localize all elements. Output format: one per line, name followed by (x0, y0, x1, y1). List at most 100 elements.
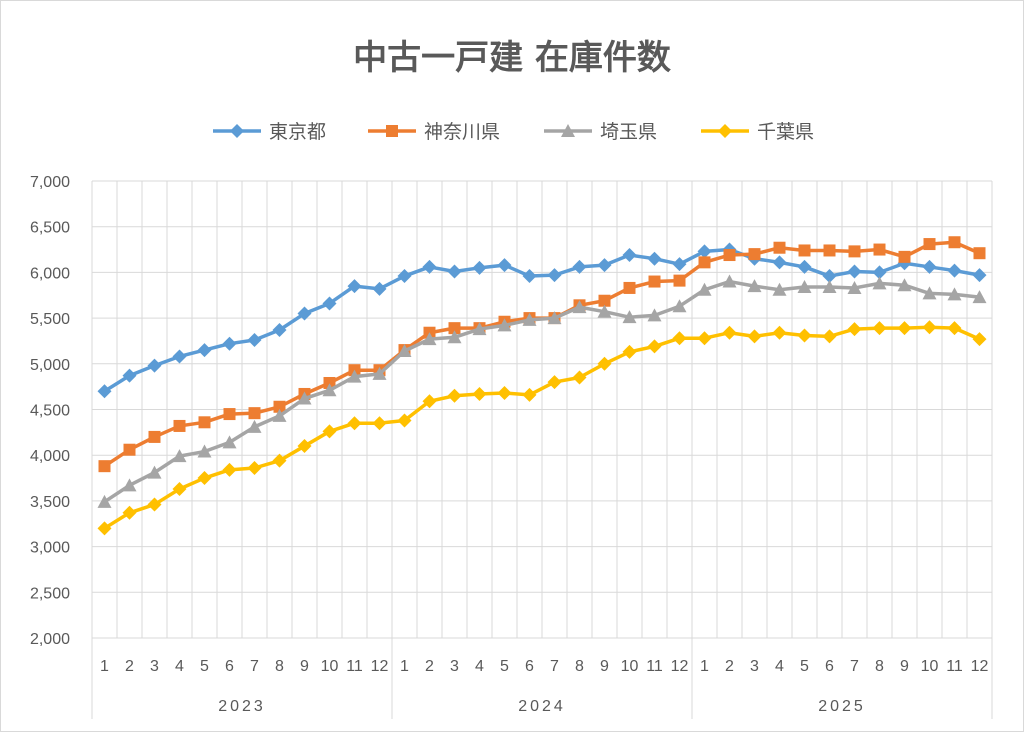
data-point (872, 321, 887, 336)
year-label: 2024 (518, 698, 566, 715)
data-point (547, 311, 562, 325)
data-point (797, 259, 812, 274)
x-tick-label: 3 (450, 658, 459, 675)
x-tick-label: 3 (750, 658, 759, 675)
data-point (547, 375, 562, 390)
x-tick-label: 7 (550, 658, 559, 675)
x-tick-label: 2 (125, 658, 134, 675)
data-point (897, 278, 912, 292)
data-point (847, 322, 862, 337)
data-point (397, 413, 412, 428)
x-tick-label: 9 (300, 658, 309, 675)
x-tick-label: 1 (400, 658, 409, 675)
data-point (622, 248, 637, 263)
data-point (122, 505, 137, 520)
data-point (798, 244, 811, 257)
data-point (448, 322, 461, 335)
data-point (847, 280, 862, 294)
data-point (497, 258, 512, 273)
data-point (572, 370, 587, 385)
x-tick-label: 2 (425, 658, 434, 675)
data-point (247, 460, 262, 475)
data-point (972, 332, 987, 347)
data-point (547, 268, 562, 283)
data-point (698, 256, 711, 269)
series-3 (97, 320, 987, 536)
data-point (597, 356, 612, 371)
data-point (847, 264, 862, 279)
legend-label: 神奈川県 (424, 121, 500, 143)
x-tick-label: 9 (900, 658, 909, 675)
data-point (872, 265, 887, 280)
y-tick-label: 2,000 (30, 631, 70, 648)
data-point (973, 247, 986, 260)
data-point (447, 330, 462, 344)
data-point (673, 274, 686, 287)
data-point (347, 416, 362, 431)
data-point (248, 407, 261, 420)
data-point (322, 296, 337, 311)
data-point (822, 269, 837, 284)
data-point (347, 369, 362, 383)
data-point (422, 394, 437, 409)
data-point (797, 328, 812, 343)
data-point (497, 386, 512, 401)
x-tick-label: 6 (525, 658, 534, 675)
data-point (122, 368, 137, 383)
data-point (947, 263, 962, 278)
data-point (947, 321, 962, 336)
data-point (697, 282, 712, 296)
data-point (422, 259, 437, 274)
data-point (647, 339, 662, 354)
data-point (972, 268, 987, 283)
data-point (172, 349, 187, 364)
data-point (897, 321, 912, 336)
data-point (447, 388, 462, 403)
data-point (97, 521, 112, 536)
data-point (773, 241, 786, 254)
data-point (723, 249, 736, 262)
y-tick-label: 3,500 (30, 494, 70, 511)
data-point (522, 269, 537, 284)
data-point (772, 282, 787, 296)
data-point (272, 322, 287, 337)
data-point (672, 299, 687, 313)
legend-marker (386, 125, 398, 137)
legend-marker (230, 124, 244, 138)
legend-marker (718, 124, 732, 138)
x-tick-label: 7 (850, 658, 859, 675)
x-tick-label: 10 (321, 658, 339, 675)
data-point (297, 439, 312, 454)
legend-label: 東京都 (269, 121, 326, 143)
data-point (272, 408, 287, 422)
data-point (372, 416, 387, 431)
data-point (947, 287, 962, 301)
data-point (322, 383, 337, 397)
x-tick-label: 5 (500, 658, 509, 675)
y-tick-label: 7,000 (30, 174, 70, 191)
x-tick-label: 11 (946, 658, 963, 675)
y-tick-label: 4,000 (30, 448, 70, 465)
data-point (648, 275, 661, 288)
data-point (572, 259, 587, 274)
x-tick-label: 12 (971, 658, 989, 675)
x-axis: 1 2 3 4 5 6 7 8 9 10 11 12 1 2 3 4 5 6 7 8 9 10 11 12 1 2 3 4 5 6 7 8 9 1… (91, 637, 993, 719)
data-point (872, 276, 887, 290)
data-point (622, 344, 637, 359)
data-point (922, 286, 937, 300)
y-tick-label: 5,000 (30, 357, 70, 374)
data-point (622, 310, 637, 324)
data-point (372, 281, 387, 296)
data-point (447, 264, 462, 279)
data-point (472, 260, 487, 275)
data-point (173, 419, 186, 432)
year-label: 2023 (218, 698, 266, 715)
data-point (222, 462, 237, 477)
data-point (922, 320, 937, 335)
data-point (222, 336, 237, 351)
data-point (372, 366, 387, 380)
x-tick-label: 12 (671, 658, 689, 675)
y-tick-label: 3,000 (30, 540, 70, 557)
